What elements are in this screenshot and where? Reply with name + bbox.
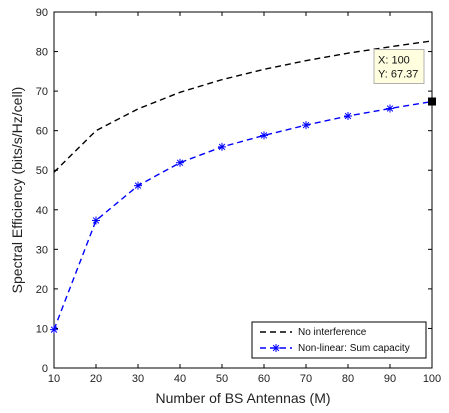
legend-entry-label: Non-linear: Sum capacity <box>298 343 410 354</box>
series-line-sum-capacity <box>53 100 433 330</box>
data-tip[interactable]: X: 100 Y: 67.37 <box>373 49 436 106</box>
x-tick-label: 30 <box>132 373 144 385</box>
x-axis-ticks: 10 20 30 40 50 60 70 80 90 100 <box>48 12 441 385</box>
data-point-asterisk <box>134 181 142 190</box>
x-axis-label: Number of BS Antennas (M) <box>155 390 330 406</box>
data-point-asterisk <box>302 121 310 130</box>
x-tick-label: 60 <box>258 373 270 385</box>
y-tick-label: 60 <box>36 126 48 138</box>
y-tick-label: 20 <box>36 284 48 296</box>
data-point-asterisk <box>260 131 268 140</box>
y-tick-label: 90 <box>36 7 48 19</box>
legend-box <box>251 321 427 359</box>
datatip-y: Y: 67.37 <box>378 69 418 81</box>
y-axis-label: Spectral Efficiency (bits/s/Hz/cell) <box>9 87 25 294</box>
data-point-asterisk <box>272 344 280 352</box>
data-point-asterisk <box>50 325 58 334</box>
y-axis-ticks: 0 10 20 30 40 50 60 70 80 90 <box>36 7 432 375</box>
data-point-asterisk <box>344 112 352 121</box>
y-tick-label: 0 <box>42 363 48 375</box>
x-tick-label: 100 <box>423 373 441 385</box>
datatip-x: X: 100 <box>378 55 410 67</box>
x-tick-label: 70 <box>300 373 312 385</box>
data-point-asterisk <box>92 216 100 225</box>
data-point-asterisk <box>218 142 226 151</box>
plot-area <box>53 11 433 369</box>
y-tick-label: 70 <box>36 86 48 98</box>
data-point-asterisk <box>386 104 394 113</box>
series-layer <box>50 40 436 334</box>
x-tick-label: 10 <box>48 373 60 385</box>
x-tick-label: 50 <box>216 373 228 385</box>
data-point-asterisk <box>176 158 184 167</box>
x-tick-label: 90 <box>384 373 396 385</box>
x-tick-label: 80 <box>342 373 354 385</box>
y-tick-label: 40 <box>36 205 48 217</box>
x-tick-label: 20 <box>90 373 102 385</box>
x-tick-label: 40 <box>174 373 186 385</box>
y-tick-label: 50 <box>36 165 48 177</box>
y-tick-label: 30 <box>36 244 48 256</box>
y-tick-label: 10 <box>36 323 48 335</box>
legend: No interference Non-linear: Sum capacity <box>251 321 427 359</box>
series-line-no-interference <box>53 40 433 173</box>
y-tick-label: 80 <box>36 47 48 59</box>
legend-entry-label: No interference <box>298 327 367 338</box>
datatip-box <box>373 49 425 85</box>
datatip-marker[interactable] <box>428 97 436 106</box>
